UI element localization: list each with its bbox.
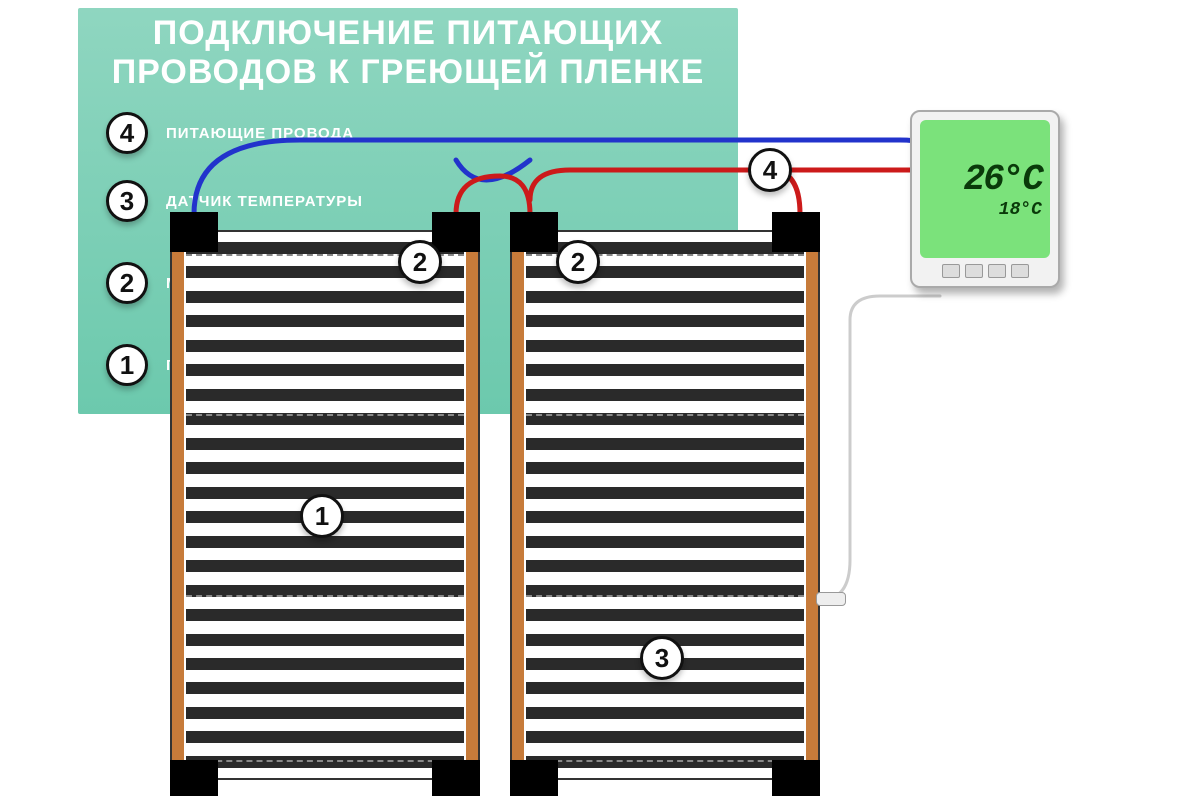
legend-badge: 1	[106, 344, 148, 386]
busbar	[806, 232, 818, 778]
marker-badge: 2	[398, 240, 442, 284]
marker-badge: 3	[640, 636, 684, 680]
contact-point	[772, 212, 820, 252]
thermostat-button[interactable]	[1011, 264, 1029, 278]
legend-label: ДАТЧИК ТЕМПЕРАТУРЫ	[166, 193, 363, 210]
film-dashed-line	[186, 595, 464, 597]
contact-point	[510, 212, 558, 252]
thermostat-button[interactable]	[965, 264, 983, 278]
contact-point	[170, 760, 218, 796]
contact-point	[170, 212, 218, 252]
thermostat-button[interactable]	[988, 264, 1006, 278]
legend-badge: 2	[106, 262, 148, 304]
diagram-canvas: ПОДКЛЮЧЕНИЕ ПИТАЮЩИХ ПРОВОДОВ К ГРЕЮЩЕЙ …	[0, 0, 1200, 800]
busbar	[512, 232, 524, 778]
contact-point	[772, 760, 820, 796]
thermostat-screen: 26°C 18°C	[920, 120, 1050, 258]
film-dashed-line	[526, 414, 804, 416]
legend-badge: 4	[106, 112, 148, 154]
film-dashed-line	[526, 760, 804, 762]
film-dashed-line	[186, 760, 464, 762]
diagram-title: ПОДКЛЮЧЕНИЕ ПИТАЮЩИХ ПРОВОДОВ К ГРЕЮЩЕЙ …	[78, 14, 738, 92]
heating-film	[510, 230, 820, 780]
heating-strips	[526, 242, 804, 768]
temp-sub: 18°C	[999, 200, 1042, 220]
contact-point	[432, 760, 480, 796]
thermostat: 26°C 18°C	[910, 110, 1060, 288]
film-dashed-line	[186, 414, 464, 416]
contact-point	[432, 212, 480, 252]
legend-row: 4 ПИТАЮЩИЕ ПРОВОДА	[106, 112, 354, 154]
legend-row: 3 ДАТЧИК ТЕМПЕРАТУРЫ	[106, 180, 363, 222]
legend-badge: 3	[106, 180, 148, 222]
temp-main: 26°C	[964, 159, 1042, 200]
busbar	[466, 232, 478, 778]
thermostat-button[interactable]	[942, 264, 960, 278]
film-dashed-line	[526, 595, 804, 597]
marker-badge: 1	[300, 494, 344, 538]
legend-label: ПИТАЮЩИЕ ПРОВОДА	[166, 125, 354, 142]
busbar	[172, 232, 184, 778]
marker-badge: 4	[748, 148, 792, 192]
thermostat-buttons	[942, 264, 1029, 278]
sensor-capsule	[816, 592, 846, 606]
marker-badge: 2	[556, 240, 600, 284]
contact-point	[510, 760, 558, 796]
